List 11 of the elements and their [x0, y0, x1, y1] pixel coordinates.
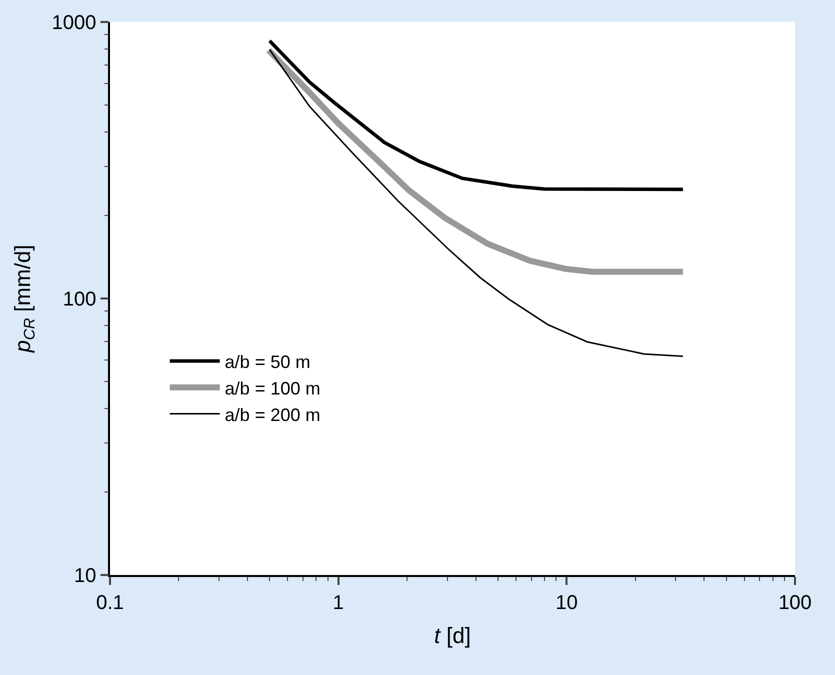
legend-label: a/b = 100 m: [224, 378, 320, 398]
y-tick-label: 1000: [52, 12, 96, 34]
x-tick-label: 100: [778, 592, 812, 614]
x-tick-label: 0.1: [96, 592, 124, 614]
x-axis-title: t [d]: [434, 623, 471, 648]
y-tick-label: 100: [62, 288, 96, 310]
x-tick-label: 10: [556, 592, 578, 614]
x-tick-label: 1: [332, 592, 344, 614]
y-tick-label: 10: [74, 565, 96, 587]
legend-label: a/b = 200 m: [224, 404, 320, 425]
legend-label: a/b = 50 m: [224, 352, 310, 372]
